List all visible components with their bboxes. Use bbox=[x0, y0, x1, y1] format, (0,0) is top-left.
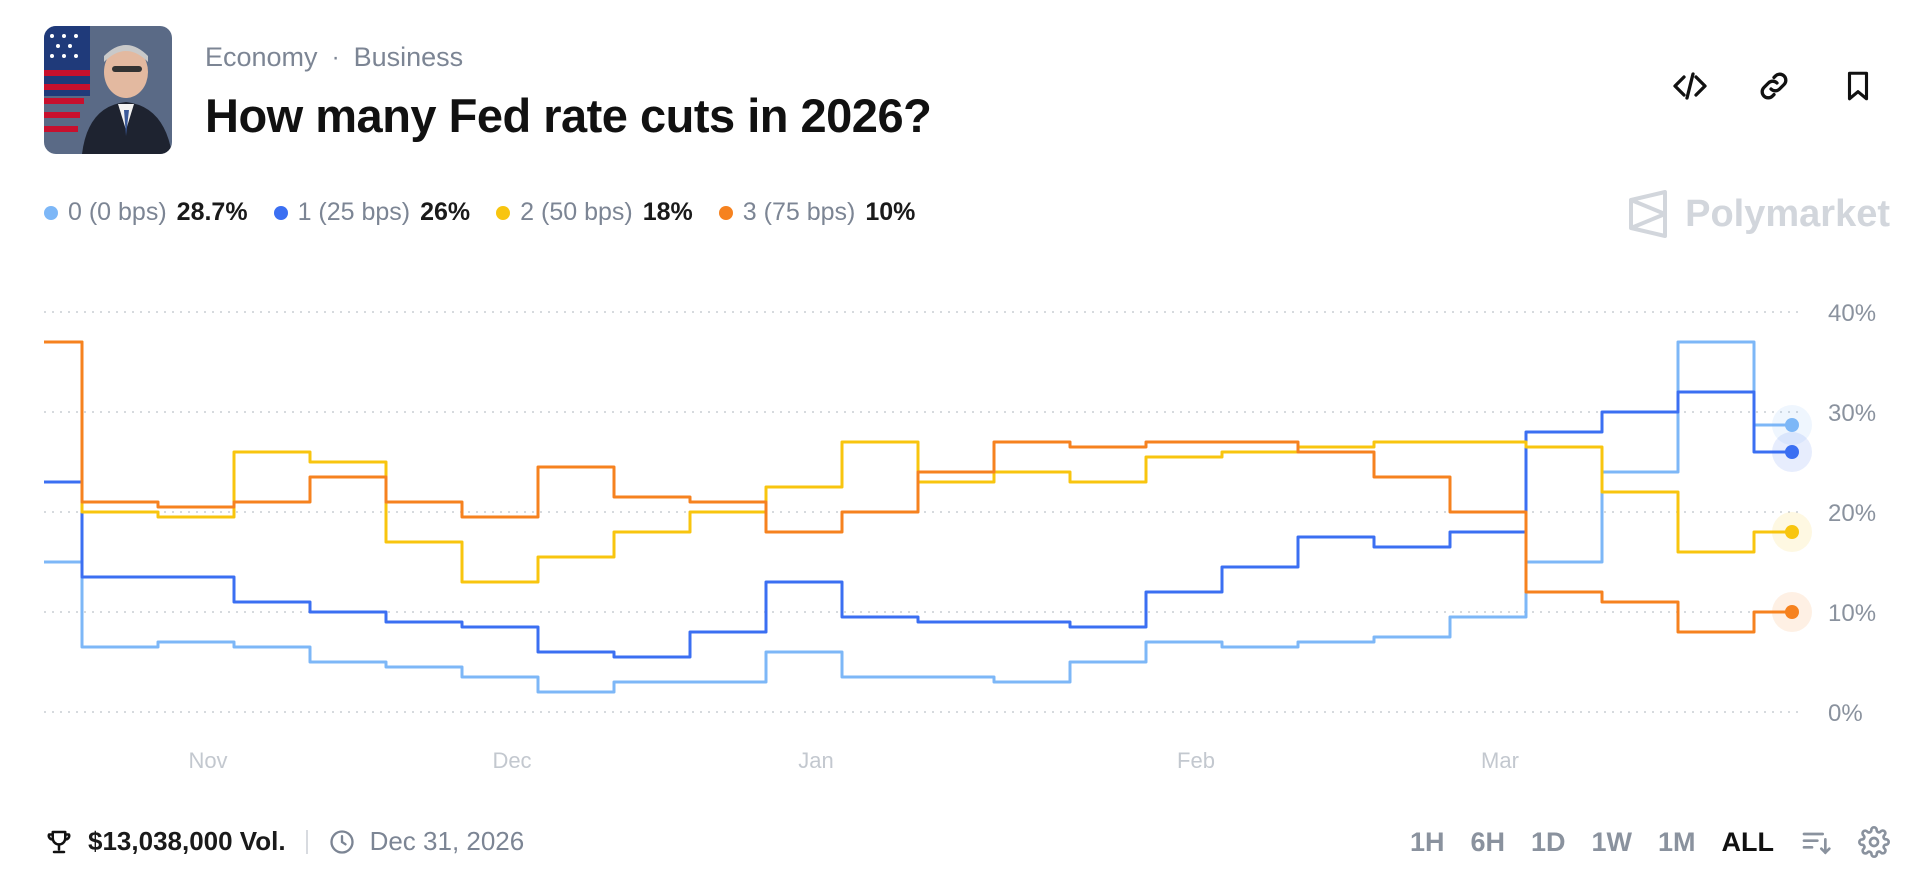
range-1m[interactable]: 1M bbox=[1658, 826, 1696, 857]
y-tick-label: 20% bbox=[1828, 500, 1876, 527]
breadcrumb-business[interactable]: Business bbox=[353, 42, 464, 72]
legend-item-1-cut: 1 (25 bps) 26% bbox=[273, 198, 471, 227]
range-6h[interactable]: 6H bbox=[1470, 826, 1505, 857]
legend-value: 26% bbox=[420, 198, 471, 226]
legend-dot-icon bbox=[718, 205, 733, 220]
legend-item-0-cuts: 0 (0 bps) 28.7% bbox=[44, 198, 248, 227]
range-1d[interactable]: 1D bbox=[1530, 826, 1566, 857]
series-line-3 bbox=[44, 340, 1792, 634]
x-tick-label: Mar bbox=[1481, 748, 1519, 773]
endpoint-dot bbox=[1785, 525, 1799, 539]
divider bbox=[305, 829, 308, 854]
y-tick-label: 0% bbox=[1828, 700, 1863, 727]
legend-item-3-cuts: 3 (75 bps) 10% bbox=[718, 198, 916, 227]
brand-name: Polymarket bbox=[1685, 192, 1890, 235]
time-range-selector: 1H 6H 1D 1W 1M ALL bbox=[1410, 826, 1890, 858]
legend-value: 18% bbox=[642, 198, 693, 226]
header-actions bbox=[1670, 66, 1878, 106]
endpoint-dot bbox=[1785, 418, 1799, 432]
legend-value: 28.7% bbox=[176, 198, 248, 226]
polymarket-logo: Polymarket bbox=[1627, 190, 1890, 238]
legend-name: 2 (50 bps) bbox=[520, 198, 633, 226]
x-tick-label: Dec bbox=[492, 748, 531, 773]
legend-name: 0 (0 bps) bbox=[68, 198, 167, 226]
chart-legend: 0 (0 bps) 28.7% 1 (25 bps) 26% 2 (50 bps… bbox=[44, 198, 915, 227]
clock-icon bbox=[329, 829, 354, 854]
trophy-icon bbox=[47, 830, 71, 853]
range-1w[interactable]: 1W bbox=[1591, 826, 1633, 857]
y-tick-label: 10% bbox=[1828, 600, 1876, 627]
series-line-1 bbox=[44, 390, 1792, 659]
sort-icon[interactable] bbox=[1800, 826, 1832, 858]
price-history-chart: 0% 10% 20% 30% 40% Nov Dec Jan Feb Mar bbox=[44, 300, 1876, 773]
breadcrumb-separator: · bbox=[331, 43, 340, 71]
market-image bbox=[44, 26, 172, 154]
settings-icon[interactable] bbox=[1858, 826, 1890, 858]
y-tick-label: 30% bbox=[1828, 400, 1876, 427]
endpoint-dot bbox=[1785, 605, 1799, 619]
breadcrumb-economy[interactable]: Economy bbox=[205, 42, 318, 72]
legend-value: 10% bbox=[865, 198, 916, 226]
legend-dot-icon bbox=[44, 205, 58, 220]
endpoint-dot bbox=[1785, 445, 1799, 459]
legend-item-2-cuts: 2 (50 bps) 18% bbox=[496, 198, 693, 227]
page-title: How many Fed rate cuts in 2026? bbox=[205, 89, 932, 142]
end-date: Dec 31, 2026 bbox=[369, 826, 525, 856]
market-stats: $13,038,000 Vol. Dec 31, 2026 bbox=[44, 826, 524, 857]
x-tick-label: Feb bbox=[1177, 748, 1215, 773]
legend-name: 3 (75 bps) bbox=[742, 198, 856, 226]
series-line-0 bbox=[44, 340, 1792, 694]
series-line-2 bbox=[44, 340, 1792, 584]
legend-dot-icon bbox=[496, 205, 511, 220]
x-tick-label: Jan bbox=[798, 748, 833, 773]
range-all[interactable]: ALL bbox=[1721, 826, 1774, 857]
volume-text: $13,038,000 Vol. bbox=[88, 826, 286, 856]
breadcrumb: Economy · Business bbox=[205, 42, 463, 73]
legend-name: 1 (25 bps) bbox=[297, 198, 411, 226]
link-icon[interactable] bbox=[1754, 66, 1794, 106]
code-icon[interactable] bbox=[1670, 66, 1710, 106]
polymarket-logo-icon bbox=[1629, 190, 1668, 238]
y-tick-label: 40% bbox=[1828, 300, 1876, 327]
x-tick-label: Nov bbox=[188, 748, 227, 773]
bookmark-icon[interactable] bbox=[1838, 66, 1878, 106]
range-1h[interactable]: 1H bbox=[1409, 826, 1445, 857]
legend-dot-icon bbox=[273, 205, 288, 220]
